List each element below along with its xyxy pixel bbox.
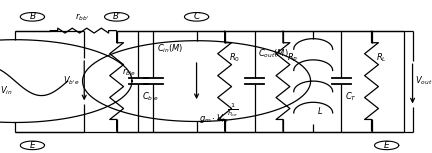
Text: B: B	[29, 12, 35, 21]
Text: $r_{b^{\prime}e}$: $r_{b^{\prime}e}$	[122, 66, 136, 78]
Text: $L$: $L$	[317, 105, 323, 116]
Text: $V_{b^{\prime}e}$: $V_{b^{\prime}e}$	[64, 75, 80, 87]
Text: $C_{out}(M)$: $C_{out}(M)$	[258, 47, 289, 60]
Text: $V_{out}$: $V_{out}$	[415, 75, 432, 87]
Text: $C_{in}(M)$: $C_{in}(M)$	[157, 43, 183, 55]
Text: $C_T$: $C_T$	[345, 90, 356, 103]
Text: $R_P$: $R_P$	[287, 52, 299, 64]
Text: $r_{bb^{\prime}}$: $r_{bb^{\prime}}$	[75, 11, 89, 23]
Text: $\frac{1}{h_{oe}}$: $\frac{1}{h_{oe}}$	[227, 101, 238, 119]
Text: B': B'	[113, 12, 121, 21]
Text: E: E	[384, 141, 390, 150]
Text: $C_{b^{\prime}e}$: $C_{b^{\prime}e}$	[142, 90, 159, 103]
Text: $R_0$: $R_0$	[229, 52, 240, 64]
Text: $g_m \cdot V_{in}$: $g_m \cdot V_{in}$	[199, 112, 229, 125]
Text: $V_{in}$: $V_{in}$	[0, 84, 13, 97]
Text: C: C	[194, 12, 200, 21]
Text: E: E	[29, 141, 35, 150]
Text: $R_L$: $R_L$	[376, 52, 387, 64]
